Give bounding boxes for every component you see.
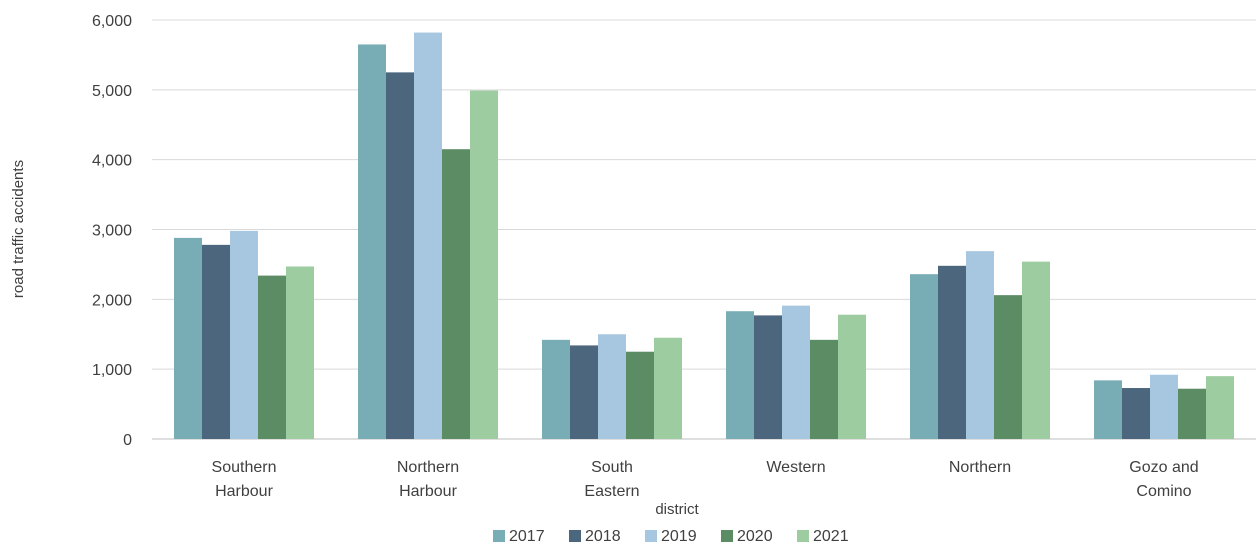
bar-2019 xyxy=(1150,374,1178,439)
bar-2021 xyxy=(838,314,866,439)
x-category-label: Gozo and xyxy=(1129,459,1198,476)
legend-swatch-2019 xyxy=(645,530,657,542)
bar-2020 xyxy=(626,351,654,439)
y-axis-ticks: 0 1,000 2,000 3,000 4,000 5,000 6,000 xyxy=(92,13,132,449)
legend: 2017 2018 2019 2020 2021 xyxy=(493,528,849,545)
legend-label-2018: 2018 xyxy=(585,528,621,545)
bar-2017 xyxy=(726,311,754,439)
legend-label-2020: 2020 xyxy=(737,528,773,545)
bar-2021 xyxy=(1022,261,1050,439)
x-category-label: Harbour xyxy=(399,483,457,500)
legend-swatch-2017 xyxy=(493,530,505,542)
bar-2017 xyxy=(910,274,938,439)
x-category-label: Southern xyxy=(212,459,277,476)
bar-2018 xyxy=(386,72,414,439)
x-category-label: Northern xyxy=(397,459,459,476)
bar-2019 xyxy=(966,251,994,439)
bar-2017 xyxy=(1094,380,1122,439)
legend-swatch-2018 xyxy=(569,530,581,542)
bar-2020 xyxy=(994,295,1022,439)
bar-2020 xyxy=(810,339,838,439)
legend-swatch-2021 xyxy=(797,530,809,542)
gridlines xyxy=(152,19,1256,440)
bar-2018 xyxy=(754,315,782,439)
bar-2017 xyxy=(358,44,386,440)
bar-2021 xyxy=(286,266,314,439)
y-tick-label: 4,000 xyxy=(92,153,132,170)
x-category-label: Comino xyxy=(1136,483,1191,500)
x-axis-categories: Southern Harbour Northern Harbour South Easte… xyxy=(212,459,1199,500)
bar-2017 xyxy=(174,237,202,439)
bar-2019 xyxy=(414,32,442,439)
x-category-label: Eastern xyxy=(584,483,639,500)
bar-2021 xyxy=(470,90,498,439)
legend-label-2019: 2019 xyxy=(661,528,697,545)
y-tick-label: 2,000 xyxy=(92,292,132,309)
bar-2020 xyxy=(442,149,470,440)
bar-2018 xyxy=(202,244,230,439)
bar-2019 xyxy=(598,334,626,439)
x-category-label: Harbour xyxy=(215,483,273,500)
bar-2018 xyxy=(1122,388,1150,439)
bar-2021 xyxy=(654,337,682,439)
bars xyxy=(174,32,1234,440)
x-category-label: South xyxy=(591,459,633,476)
legend-label-2017: 2017 xyxy=(509,528,545,545)
x-axis-title: district xyxy=(655,501,699,518)
legend-swatch-2020 xyxy=(721,530,733,542)
y-tick-label: 5,000 xyxy=(92,83,132,100)
bar-2021 xyxy=(1206,376,1234,439)
bar-2017 xyxy=(542,339,570,439)
x-category-label: Western xyxy=(766,459,825,476)
y-tick-label: 0 xyxy=(123,432,132,449)
bar-2018 xyxy=(570,345,598,439)
bar-2020 xyxy=(1178,388,1206,439)
bar-2020 xyxy=(258,275,286,439)
y-tick-label: 1,000 xyxy=(92,362,132,379)
bar-2019 xyxy=(782,305,810,439)
legend-label-2021: 2021 xyxy=(813,528,849,545)
y-axis-title: road traffic accidents xyxy=(10,160,27,298)
y-tick-label: 3,000 xyxy=(92,223,132,240)
bar-2019 xyxy=(230,230,258,439)
y-tick-label: 6,000 xyxy=(92,13,132,30)
x-category-label: Northern xyxy=(949,459,1011,476)
bar-2018 xyxy=(938,265,966,439)
